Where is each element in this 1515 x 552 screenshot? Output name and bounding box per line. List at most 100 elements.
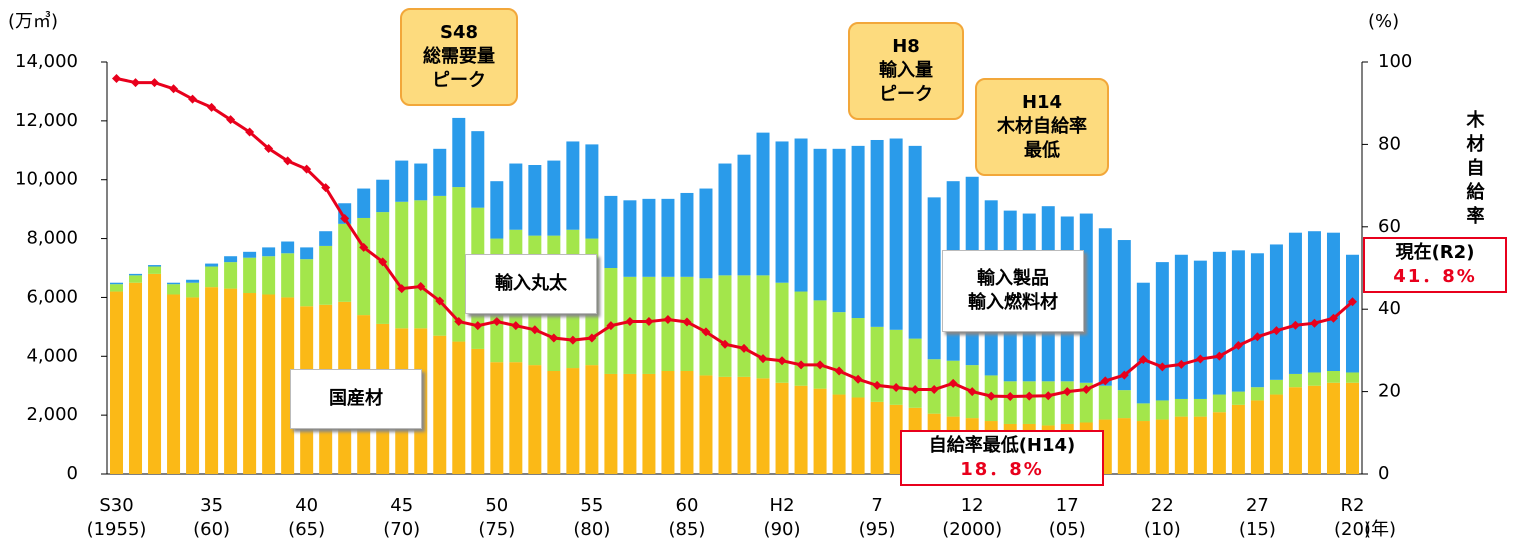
bar-segment [1136, 403, 1150, 422]
bar-segment [737, 154, 751, 276]
rate-marker [226, 115, 236, 125]
annotation: S48 総需要量 ピーク [400, 8, 518, 106]
bar-segment [1079, 382, 1093, 423]
rate-marker [1233, 340, 1243, 350]
rate-marker [568, 335, 578, 345]
bar-segment [167, 284, 181, 295]
rate-marker [1043, 391, 1053, 401]
x-tick-label: 55 (80) [573, 495, 611, 540]
bar-segment [870, 326, 884, 402]
rate-marker [1309, 318, 1319, 328]
x-tick-label: 17 (05) [1048, 495, 1086, 540]
rate-marker [131, 78, 141, 88]
bar-segment [110, 291, 124, 474]
rate-marker [777, 356, 787, 366]
rate-marker [397, 284, 407, 294]
bar-segment [1307, 385, 1321, 474]
bar-segment [813, 300, 827, 389]
bar-segment [471, 131, 485, 208]
bar-segment [813, 388, 827, 474]
bar-segment [148, 273, 162, 474]
bar-segment [1345, 372, 1359, 383]
bar-segment [870, 401, 884, 474]
bar-segment [528, 165, 542, 236]
bar-segment [148, 266, 162, 274]
bar-segment [1098, 228, 1112, 386]
bar-segment [832, 312, 846, 395]
y-tick-label: 2,000 [26, 404, 78, 425]
rate-marker [492, 317, 502, 327]
bar-segment [110, 282, 124, 285]
bar-segment [414, 163, 428, 201]
rate-marker [530, 325, 540, 335]
rate-marker [511, 321, 521, 331]
bar-segment [471, 348, 485, 474]
bar-segment [509, 362, 523, 474]
bar-segment [908, 338, 922, 408]
rate-marker [872, 380, 882, 390]
y2-tick-label: 60 [1378, 216, 1401, 237]
bar-segment [775, 382, 789, 474]
rate-marker [112, 73, 122, 83]
bar-segment [319, 245, 333, 305]
rate-marker [682, 317, 692, 327]
bar-segment [1269, 394, 1283, 474]
bar-segment [699, 188, 713, 279]
bar-segment [1174, 416, 1188, 474]
bar-segment [604, 195, 618, 268]
bar-segment [775, 282, 789, 383]
bar-segment [414, 200, 428, 329]
bar-segment [1155, 419, 1169, 474]
bar-segment [889, 404, 903, 474]
rate-marker [1347, 297, 1357, 307]
bar-segment [851, 318, 865, 398]
bar-segment [794, 138, 808, 292]
rate-marker [1119, 370, 1129, 380]
bar-segment [642, 373, 656, 474]
bar-segment [281, 297, 295, 474]
bar-segment [1117, 240, 1131, 391]
bar-segment [699, 375, 713, 474]
rate-marker [739, 343, 749, 353]
bar-segment [1307, 231, 1321, 373]
callout-title: 自給率最低(H14) [928, 435, 1076, 456]
bar-segment [661, 198, 675, 277]
bar-segment [1269, 379, 1283, 395]
rate-marker [302, 164, 312, 174]
bar-segment [300, 259, 314, 307]
rate-marker [549, 333, 559, 343]
rate-marker [815, 360, 825, 370]
bar-segment [148, 265, 162, 267]
bar-segment [281, 253, 295, 298]
rate-marker [625, 317, 635, 327]
bar-segment [262, 247, 276, 257]
bar-segment [1155, 400, 1169, 420]
bar-segment [1098, 385, 1112, 420]
bar-segment [376, 212, 390, 324]
bar-segment [528, 365, 542, 474]
bar-segment [566, 368, 580, 474]
x-tick-label: 50 (75) [478, 495, 516, 540]
bar-segment [1136, 282, 1150, 404]
bar-segment [642, 198, 656, 277]
rate-marker [169, 84, 179, 94]
bar-segment [585, 365, 599, 474]
rate-marker [758, 354, 768, 364]
rate-marker [1081, 385, 1091, 395]
bar-segment [376, 179, 390, 213]
rate-marker [1195, 354, 1205, 364]
rate-marker [1138, 354, 1148, 364]
bar-segment [889, 138, 903, 330]
series-label: 輸入丸太 [465, 254, 597, 314]
bar-segment [1003, 381, 1017, 424]
bar-segment [110, 284, 124, 292]
bar-segment [205, 263, 219, 267]
annotation: H14 木材自給率 最低 [975, 78, 1109, 176]
bar-segment [1288, 232, 1302, 374]
bar-segment [1041, 381, 1055, 426]
y-tick-label: 0 [67, 463, 78, 484]
bar-segment [338, 223, 352, 302]
bar-segment [832, 394, 846, 474]
